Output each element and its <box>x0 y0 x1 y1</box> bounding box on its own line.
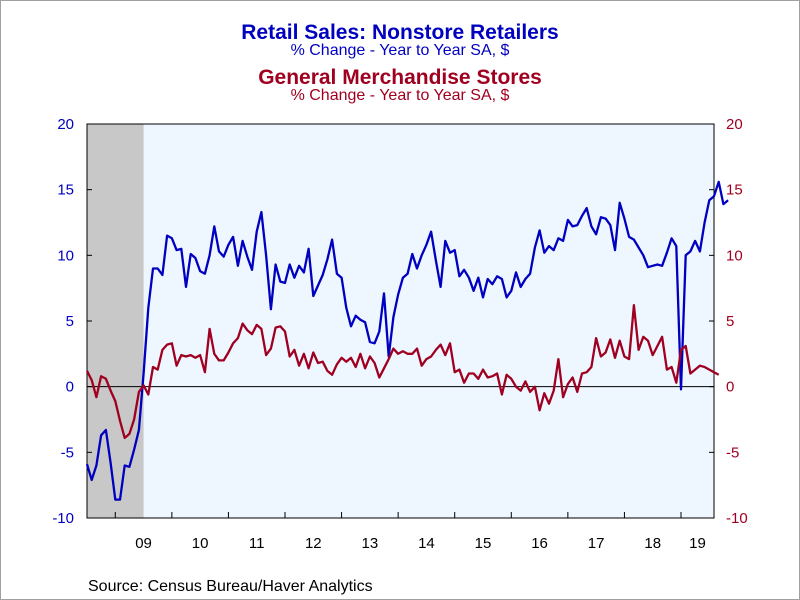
y-tick-label-right: 0 <box>726 379 734 396</box>
y-tick-label-right: 10 <box>726 247 743 264</box>
x-tick-label: 17 <box>588 535 605 552</box>
series2-title: General Merchandise Stores <box>258 66 542 89</box>
x-tick-label: 12 <box>305 535 322 552</box>
x-tick-label: 13 <box>362 535 379 552</box>
y-tick-label-left: 5 <box>66 313 74 330</box>
x-tick-label: 09 <box>135 535 152 552</box>
y-tick-label-left: 20 <box>57 116 74 133</box>
y-tick-label-right: 20 <box>726 116 743 133</box>
y-tick-label-right: -5 <box>726 444 739 461</box>
x-tick-label: 16 <box>531 535 548 552</box>
y-tick-label-right: 15 <box>726 182 743 199</box>
plot-area <box>87 124 714 518</box>
x-tick-label: 11 <box>249 535 265 552</box>
x-tick-label: 19 <box>689 535 706 552</box>
series1-title: Retail Sales: Nonstore Retailers <box>241 21 559 44</box>
y-tick-label-left: 10 <box>57 247 74 264</box>
series2-subtitle: % Change - Year to Year SA, $ <box>290 87 510 104</box>
y-tick-label-left: -10 <box>52 510 74 527</box>
recession-shade <box>87 124 144 518</box>
y-tick-label-right: 5 <box>726 313 734 330</box>
series-line-general-merchandise <box>85 304 720 440</box>
y-tick-label-left: -5 <box>61 444 74 461</box>
x-tick-label: 14 <box>418 535 435 552</box>
y-tick-label-left: 0 <box>66 379 74 396</box>
series-line-nonstore-retailers <box>85 180 729 501</box>
series1-subtitle: % Change - Year to Year SA, $ <box>290 42 510 59</box>
x-tick-label: 10 <box>192 535 209 552</box>
source-note: Source: Census Bureau/Haver Analytics <box>88 578 373 595</box>
y-tick-label-right: -10 <box>726 510 748 527</box>
x-tick-label: 15 <box>475 535 492 552</box>
x-tick-label: 18 <box>644 535 661 552</box>
y-tick-label-left: 15 <box>57 182 74 199</box>
